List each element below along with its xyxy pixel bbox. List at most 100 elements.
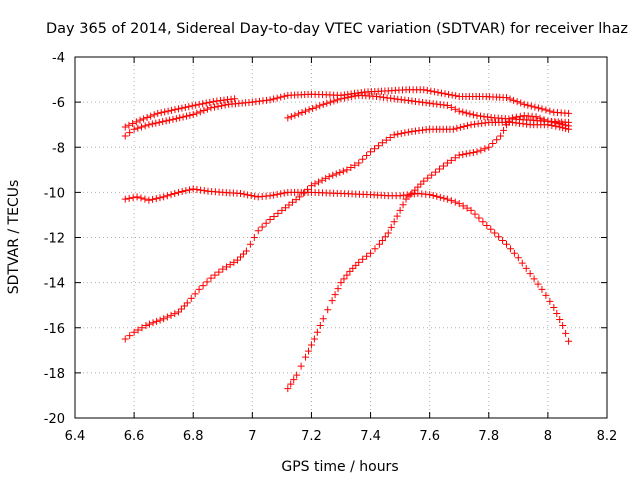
data-point — [493, 136, 501, 144]
data-point — [397, 129, 405, 137]
data-point — [284, 114, 292, 122]
data-point — [411, 186, 419, 194]
data-point — [278, 206, 286, 214]
series-arc-4 — [121, 185, 573, 345]
data-point — [154, 109, 162, 117]
data-point — [207, 104, 215, 112]
data-point — [287, 113, 295, 121]
data-point — [538, 285, 546, 293]
data-point — [337, 95, 345, 103]
data-point — [440, 194, 448, 202]
data-point — [374, 142, 382, 150]
data-point — [518, 259, 526, 267]
data-point — [270, 191, 278, 199]
data-point — [510, 249, 518, 257]
data-point — [495, 233, 503, 241]
data-point — [129, 194, 137, 202]
data-points — [121, 86, 573, 393]
x-tick-label: 7.2 — [301, 429, 322, 444]
data-point — [195, 100, 203, 108]
data-point — [565, 337, 573, 345]
data-point — [179, 113, 187, 121]
data-point — [148, 120, 156, 128]
data-point — [499, 237, 507, 245]
data-point — [449, 125, 457, 133]
data-point — [355, 159, 363, 167]
data-point — [448, 91, 456, 99]
data-point — [386, 133, 394, 141]
data-point — [485, 143, 493, 151]
data-point — [538, 105, 546, 113]
data-point — [443, 159, 451, 167]
data-point — [168, 106, 176, 114]
data-point — [441, 90, 449, 98]
data-point — [126, 129, 134, 137]
data-point — [487, 225, 495, 233]
data-point — [166, 116, 174, 124]
data-point — [203, 105, 211, 113]
data-point — [420, 86, 428, 94]
data-point — [456, 123, 464, 131]
data-point — [447, 197, 455, 205]
data-point — [178, 104, 186, 112]
data-point — [254, 227, 262, 235]
data-point — [375, 240, 383, 248]
data-point — [522, 264, 530, 272]
data-point — [309, 104, 317, 112]
data-point — [125, 121, 133, 129]
data-point — [483, 221, 491, 229]
data-point — [307, 341, 315, 349]
data-point — [207, 274, 215, 282]
data-point — [171, 310, 179, 318]
data-point — [145, 121, 153, 129]
y-tick-label: -18 — [44, 367, 65, 382]
y-tick-label: -8 — [52, 141, 65, 156]
data-point — [316, 102, 324, 110]
data-point — [500, 126, 508, 134]
data-point — [153, 317, 161, 325]
data-point — [513, 98, 521, 106]
data-point — [469, 148, 477, 156]
data-point — [262, 219, 270, 227]
data-point — [343, 166, 351, 174]
data-point — [206, 98, 214, 106]
data-point — [199, 282, 207, 290]
data-point — [477, 146, 485, 154]
data-point — [550, 303, 558, 311]
data-point — [302, 353, 310, 361]
data-point — [174, 188, 182, 196]
data-point — [180, 302, 188, 310]
data-point — [420, 177, 428, 185]
data-point — [143, 113, 151, 121]
data-point — [532, 113, 540, 121]
x-tick-label: 6.4 — [65, 429, 86, 444]
data-point — [455, 107, 463, 115]
data-point — [466, 149, 474, 157]
y-axis-label: SDTVAR / TECUs — [6, 180, 22, 295]
data-point — [141, 195, 149, 203]
data-point — [137, 194, 145, 202]
data-point — [121, 335, 129, 343]
data-point — [351, 92, 359, 100]
data-point — [147, 112, 155, 120]
data-point — [382, 136, 390, 144]
data-point — [459, 150, 467, 158]
data-point — [129, 120, 137, 128]
data-point — [310, 335, 318, 343]
data-point — [423, 86, 431, 94]
data-point — [334, 285, 342, 293]
data-point — [219, 265, 227, 273]
data-point — [475, 214, 483, 222]
data-point — [443, 102, 451, 110]
data-point — [274, 209, 282, 217]
data-point — [512, 113, 520, 121]
data-point — [285, 201, 293, 209]
data-point — [340, 275, 348, 283]
data-point — [293, 371, 301, 379]
data-point — [289, 198, 297, 206]
data-point — [436, 193, 444, 201]
data-point — [266, 96, 274, 104]
data-point — [381, 233, 389, 241]
data-point — [462, 109, 470, 117]
